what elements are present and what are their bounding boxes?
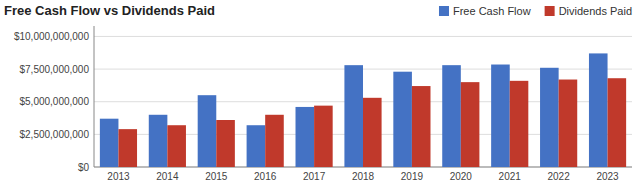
x-tick-label: 2016 bbox=[254, 171, 277, 182]
bar bbox=[247, 125, 266, 167]
bar bbox=[491, 65, 510, 167]
chart: $0 $2,500,000,000 $5,000,000,000 $7,500,000… bbox=[0, 0, 640, 185]
grid-line bbox=[94, 36, 632, 37]
bar bbox=[314, 106, 333, 167]
x-tick-label: 2019 bbox=[401, 171, 424, 182]
bar bbox=[198, 95, 217, 167]
bar bbox=[461, 82, 480, 167]
x-tick-label: 2021 bbox=[499, 171, 522, 182]
bar bbox=[118, 129, 137, 167]
legend-swatch bbox=[439, 6, 449, 16]
bar bbox=[167, 125, 186, 167]
bar bbox=[363, 98, 382, 167]
y-tick-label: $5,000,000,000 bbox=[19, 96, 89, 107]
bar bbox=[393, 72, 412, 167]
legend-swatch bbox=[545, 6, 555, 16]
x-tick-label: 2022 bbox=[548, 171, 571, 182]
x-tick-label: 2015 bbox=[205, 171, 228, 182]
bar bbox=[589, 53, 608, 167]
x-tick-label: 2023 bbox=[596, 171, 619, 182]
x-tick-label: 2018 bbox=[352, 171, 375, 182]
grid bbox=[94, 36, 632, 167]
chart-container: $0 $2,500,000,000 $5,000,000,000 $7,500,000… bbox=[0, 0, 640, 185]
x-tick-label: 2013 bbox=[107, 171, 130, 182]
title: Free Cash Flow vs Dividends Paid bbox=[4, 3, 215, 18]
x-tick-label: 2014 bbox=[156, 171, 179, 182]
bar bbox=[149, 115, 168, 167]
y-tick-label: $2,500,000,000 bbox=[19, 129, 89, 140]
bar bbox=[344, 65, 363, 167]
bar bbox=[216, 120, 235, 167]
bar bbox=[540, 68, 559, 167]
legend-label: Free Cash Flow bbox=[453, 5, 531, 17]
legend-label: Dividends Paid bbox=[559, 5, 632, 17]
x-tick-label: 2017 bbox=[303, 171, 326, 182]
bar bbox=[442, 65, 461, 167]
bar bbox=[510, 81, 529, 167]
bar bbox=[296, 107, 315, 167]
legend: Free Cash Flow Dividends Paid bbox=[439, 5, 632, 17]
bar bbox=[265, 115, 284, 167]
y-tick-label: $7,500,000,000 bbox=[19, 64, 89, 75]
y-axis-line bbox=[94, 26, 95, 167]
x-tick-label: 2020 bbox=[450, 171, 473, 182]
bar bbox=[412, 86, 431, 167]
y-tick-label: $10,000,000,000 bbox=[14, 31, 90, 42]
bar bbox=[559, 80, 578, 167]
y-tick-label: $0 bbox=[78, 162, 90, 173]
bar bbox=[608, 78, 627, 167]
bars bbox=[100, 53, 626, 167]
bar bbox=[100, 119, 119, 167]
